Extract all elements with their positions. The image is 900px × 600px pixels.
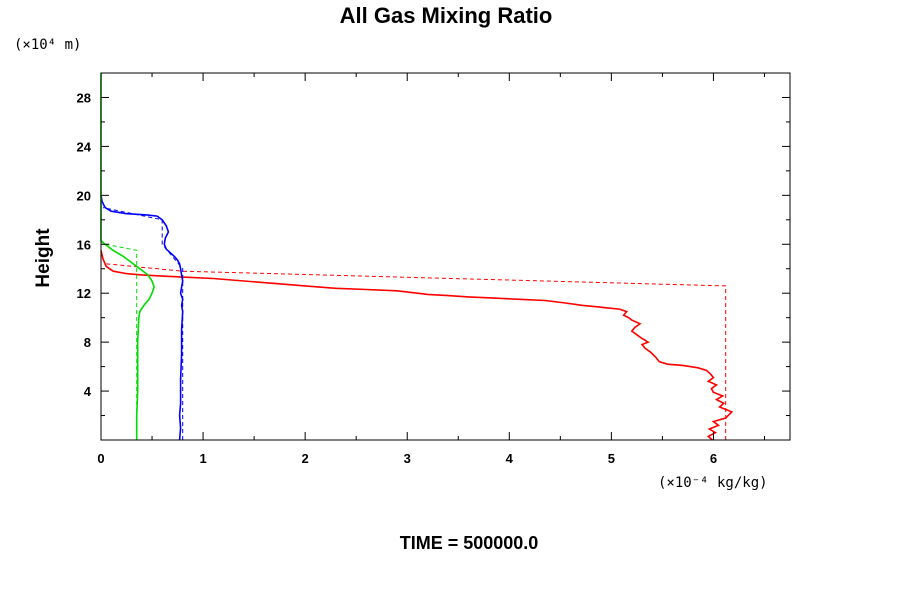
series-line-3-dashed (102, 207, 184, 440)
y-tick-label: 12 (77, 286, 91, 301)
x-tick-label: 4 (506, 451, 514, 466)
x-scale-label: (×10⁻⁴ kg/kg) (658, 475, 768, 491)
series-line-1-dashed (100, 256, 727, 440)
y-tick-label: 28 (77, 90, 91, 105)
y-tick-label: 8 (84, 335, 91, 350)
x-tick-label: 5 (608, 451, 615, 466)
y-tick-label: 24 (77, 139, 92, 154)
y-tick-label: 16 (77, 237, 91, 252)
y-tick-label: 4 (84, 384, 92, 399)
series-line-2-solid (100, 195, 184, 441)
y-axis-label: Height (33, 228, 54, 288)
series-line-0-solid (100, 250, 734, 441)
series-line-4-solid (100, 73, 155, 440)
x-tick-label: 6 (710, 451, 717, 466)
x-tick-label: 1 (199, 451, 206, 466)
series-layer (100, 73, 734, 441)
x-tick-label: 3 (404, 451, 411, 466)
plot-frame (100, 72, 791, 441)
y-tick-label: 20 (77, 188, 91, 203)
x-tick-label: 2 (302, 451, 309, 466)
y-scale-label: (×10⁴ m) (14, 37, 81, 53)
series-line-5-dashed (100, 241, 138, 440)
time-footer: TIME = 500000.0 (400, 533, 539, 553)
x-tick-label: 0 (97, 451, 104, 466)
chart-title: All Gas Mixing Ratio (340, 3, 553, 28)
